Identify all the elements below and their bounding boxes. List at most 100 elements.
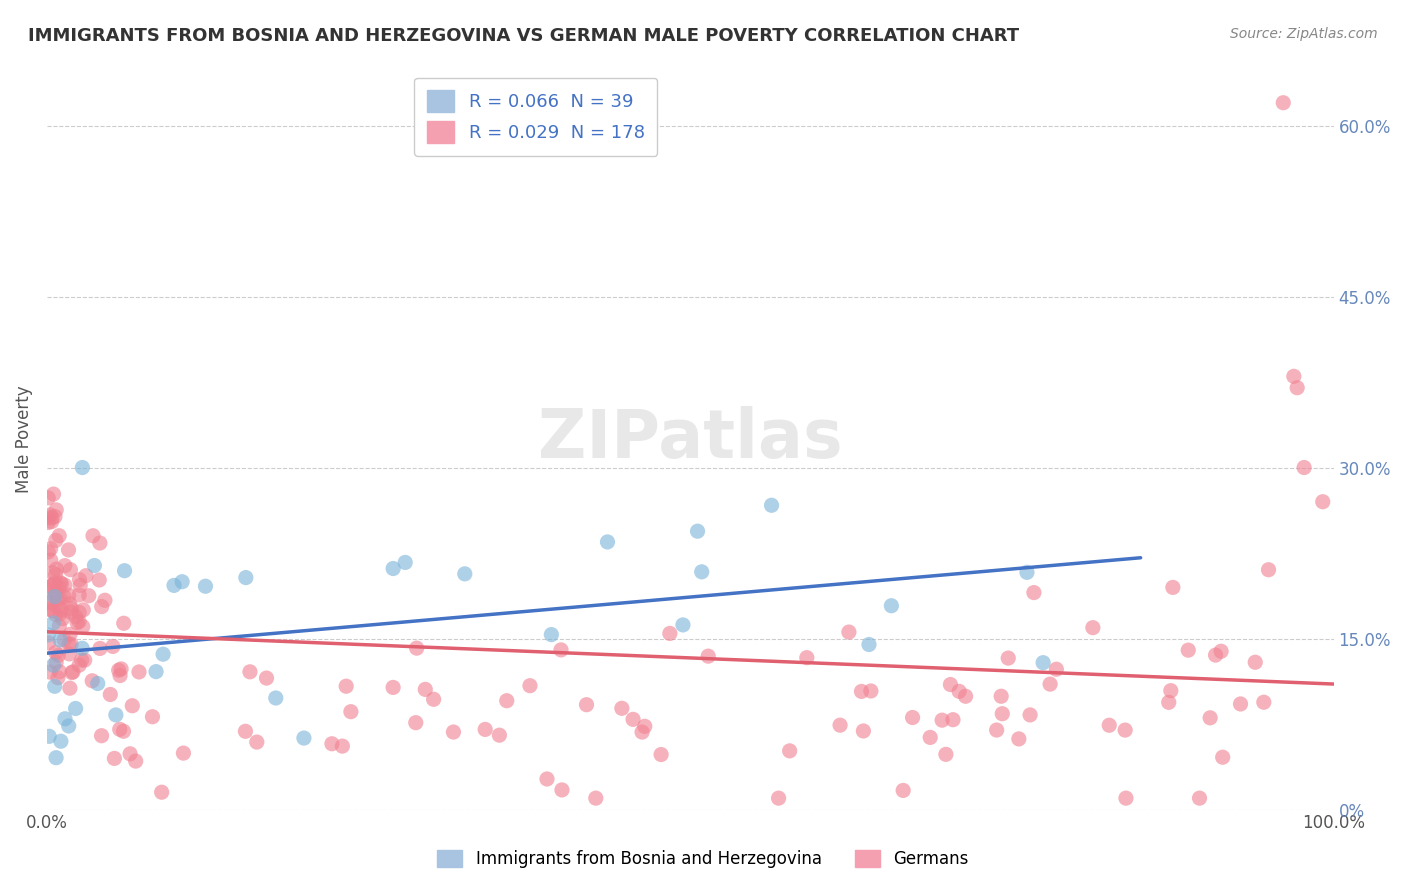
Germans: [51, 603, 73, 617]
Immigrants from Bosnia and Herzegovina: [172, 574, 194, 589]
Germans: [37, 597, 59, 611]
Germans: [45, 562, 67, 576]
Germans: [585, 791, 607, 805]
Germans: [413, 682, 436, 697]
Germans: [58, 543, 80, 558]
Germans: [82, 529, 104, 543]
Germans: [239, 665, 262, 679]
Germans: [634, 719, 657, 733]
Immigrants from Bosnia and Herzegovina: [858, 638, 880, 652]
Germans: [72, 603, 94, 617]
Germans: [77, 589, 100, 603]
Germans: [108, 668, 131, 682]
Germans: [112, 616, 135, 631]
Germans: [1098, 718, 1121, 732]
Germans: [53, 632, 76, 647]
Germans: [75, 568, 97, 582]
Germans: [46, 671, 69, 685]
Germans: [1045, 662, 1067, 676]
Germans: [46, 593, 69, 607]
Germans: [1157, 695, 1180, 709]
Germans: [89, 573, 111, 587]
Immigrants from Bosnia and Herzegovina: [1032, 656, 1054, 670]
Germans: [60, 637, 83, 651]
Immigrants from Bosnia and Herzegovina: [292, 731, 315, 745]
Germans: [519, 679, 541, 693]
Germans: [128, 665, 150, 679]
Germans: [67, 573, 90, 587]
Germans: [59, 627, 82, 641]
Germans: [59, 605, 82, 619]
Germans: [58, 637, 80, 651]
Immigrants from Bosnia and Herzegovina: [49, 734, 72, 748]
Germans: [935, 747, 957, 762]
Germans: [103, 751, 125, 765]
Immigrants from Bosnia and Herzegovina: [42, 615, 65, 630]
Germans: [112, 724, 135, 739]
Immigrants from Bosnia and Herzegovina: [672, 618, 695, 632]
Germans: [474, 723, 496, 737]
Germans: [335, 679, 357, 693]
Germans: [59, 681, 82, 696]
Immigrants from Bosnia and Herzegovina: [163, 578, 186, 592]
Germans: [58, 588, 80, 602]
Germans: [796, 650, 818, 665]
Germans: [59, 597, 82, 611]
Germans: [90, 599, 112, 614]
Germans: [45, 607, 67, 622]
Germans: [172, 746, 194, 760]
Germans: [150, 785, 173, 799]
Immigrants from Bosnia and Herzegovina: [114, 564, 136, 578]
Y-axis label: Male Poverty: Male Poverty: [15, 385, 32, 493]
Germans: [49, 607, 72, 621]
Immigrants from Bosnia and Herzegovina: [53, 712, 76, 726]
Germans: [405, 641, 427, 656]
Immigrants from Bosnia and Herzegovina: [58, 719, 80, 733]
Germans: [942, 713, 965, 727]
Germans: [90, 729, 112, 743]
Germans: [37, 545, 59, 559]
Germans: [1253, 695, 1275, 709]
Germans: [551, 783, 574, 797]
Text: Source: ZipAtlas.com: Source: ZipAtlas.com: [1230, 27, 1378, 41]
Germans: [59, 563, 82, 577]
Immigrants from Bosnia and Herzegovina: [880, 599, 903, 613]
Germans: [70, 653, 93, 667]
Immigrants from Bosnia and Herzegovina: [44, 679, 66, 693]
Germans: [631, 725, 654, 739]
Germans: [45, 655, 67, 669]
Germans: [67, 606, 90, 620]
Germans: [1161, 581, 1184, 595]
Germans: [58, 647, 80, 661]
Immigrants from Bosnia and Herzegovina: [540, 627, 562, 641]
Germans: [49, 591, 72, 606]
Germans: [94, 593, 117, 607]
Germans: [828, 718, 851, 732]
Germans: [65, 609, 87, 624]
Germans: [1008, 731, 1031, 746]
Germans: [697, 649, 720, 664]
Germans: [48, 619, 70, 633]
Germans: [121, 698, 143, 713]
Germans: [38, 602, 60, 616]
Germans: [48, 529, 70, 543]
Germans: [1282, 369, 1305, 384]
Germans: [42, 487, 65, 501]
Germans: [39, 541, 62, 556]
Germans: [851, 684, 873, 698]
Germans: [67, 615, 90, 629]
Germans: [98, 688, 121, 702]
Germans: [1115, 791, 1137, 805]
Germans: [38, 636, 60, 650]
Germans: [39, 553, 62, 567]
Immigrants from Bosnia and Herzegovina: [690, 565, 713, 579]
Germans: [141, 710, 163, 724]
Germans: [39, 595, 62, 609]
Germans: [89, 536, 111, 550]
Germans: [39, 665, 62, 679]
Germans: [67, 658, 90, 673]
Germans: [997, 651, 1019, 665]
Germans: [62, 665, 84, 679]
Germans: [42, 604, 65, 618]
Germans: [41, 566, 63, 580]
